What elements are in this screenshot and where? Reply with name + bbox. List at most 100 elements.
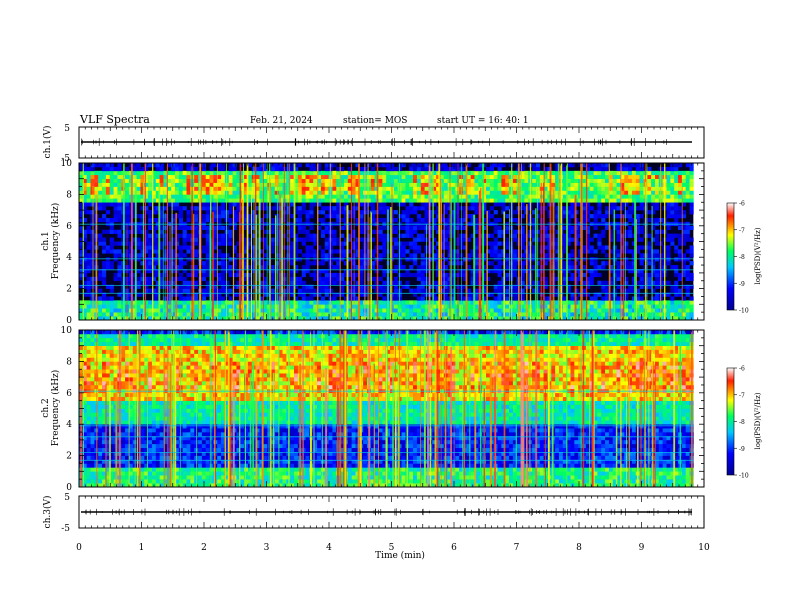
spectrogram-cell [194, 186, 199, 191]
spectrogram-cell [305, 198, 310, 203]
spectrogram-cell [209, 261, 214, 266]
spectrogram-cell [270, 225, 276, 231]
spectrogram-cell [631, 170, 637, 176]
spectrogram-cell [213, 288, 218, 293]
spectrogram-cell [102, 190, 107, 195]
spectrogram-cell [151, 304, 157, 309]
spectrogram-cell [347, 296, 352, 301]
spectrogram-cell [409, 241, 414, 246]
spectrogram-cell [562, 170, 567, 176]
spectrogram-cell [462, 214, 468, 219]
spectrogram-cell [301, 229, 306, 234]
spectrogram-cell [562, 300, 567, 305]
spectrogram-cell [482, 186, 487, 191]
spectrogram-cell [175, 265, 180, 270]
spectrogram-cell [171, 225, 176, 231]
spectrogram-cell [466, 308, 471, 313]
spectrogram-cell [455, 214, 460, 219]
spectrogram-cell [86, 170, 91, 176]
spectrogram-cell [582, 292, 587, 297]
spectrogram-cell [639, 280, 644, 285]
spectrogram-cell [297, 288, 303, 293]
spectrogram-cell [309, 202, 314, 207]
spectrogram-cell [624, 288, 629, 293]
spectrogram-cell [566, 265, 571, 270]
spectrogram-cell [685, 308, 690, 313]
spectrogram-cell [209, 190, 214, 195]
spectrogram-cell [562, 178, 567, 183]
spectrogram-cell [79, 178, 84, 183]
spectrogram-cell [382, 272, 387, 278]
spectrogram-cell [409, 225, 414, 231]
spectrogram-cell [79, 210, 84, 215]
spectrogram-cell [290, 225, 295, 231]
spectrogram-cell [355, 170, 360, 176]
spectrogram-cell [305, 288, 310, 293]
spectrogram-cell [582, 194, 587, 199]
spectrogram-cell [651, 206, 656, 211]
spectrogram-cell [539, 178, 544, 183]
spectrogram-cell [451, 268, 456, 274]
spectrogram-cell [416, 304, 422, 309]
spectrogram-cell [236, 304, 241, 309]
spectrogram-cell [359, 280, 364, 285]
spectrogram-cell [597, 186, 602, 191]
spectrogram-cell [140, 280, 145, 285]
spectrogram-cell [674, 304, 679, 309]
spectrogram-cell [605, 304, 610, 309]
spectrogram-cell [213, 296, 218, 301]
spectrogram-cell [459, 272, 464, 278]
spectrogram-cell [117, 170, 122, 176]
spectrogram-cell [459, 268, 464, 274]
spectrogram-cell [175, 174, 180, 179]
spectrogram-cell [270, 241, 276, 246]
spectrogram-cell [182, 288, 187, 293]
spectrogram-cell [340, 233, 345, 238]
spectrogram-cell [324, 268, 329, 274]
spectrogram-cell [171, 214, 176, 219]
spectrogram-cell [462, 308, 468, 313]
spectrogram-cell [182, 186, 187, 191]
spectrogram-cell [443, 217, 448, 223]
spectrogram-cell [82, 292, 87, 297]
spectrogram-cell [336, 280, 341, 285]
spectrogram-cell [620, 178, 625, 183]
spectrogram-cell [678, 182, 683, 187]
spectrogram-cell [155, 190, 160, 195]
spectrogram-cell [608, 280, 614, 285]
spectrogram-cell [151, 249, 157, 254]
spectrogram-cell [274, 253, 279, 258]
spectrogram-cell [620, 186, 625, 191]
spectrogram-cell [493, 245, 498, 250]
spectrogram-cell [232, 178, 237, 183]
spectrogram-cell [601, 300, 606, 305]
spectrogram-cell [343, 272, 349, 278]
spectrogram-cell [336, 166, 341, 172]
spectrogram-cell [297, 214, 303, 219]
spectrogram-cell [244, 312, 249, 317]
spectrogram-cell [159, 300, 164, 305]
spectrogram-cell [247, 170, 253, 176]
spectrogram-cell [420, 190, 425, 195]
spectrogram-cell [182, 296, 187, 301]
spectrogram-cell [416, 214, 422, 219]
spectrogram-cell [674, 198, 679, 203]
spectrogram-cell [167, 280, 172, 285]
spectrogram-cell [320, 174, 326, 179]
spectrogram-cell [670, 170, 675, 176]
spectrogram-cell [125, 202, 130, 207]
spectrogram-cell [401, 163, 406, 168]
spectrogram-cell [493, 268, 498, 274]
spectrogram-cell [201, 225, 207, 231]
spectrogram-cell [148, 304, 153, 309]
spectrogram-cell [570, 206, 575, 211]
spectrogram-cell [301, 280, 306, 285]
spectrogram-cell [470, 272, 475, 278]
spectrogram-cell [593, 261, 598, 266]
spectrogram-cell [290, 214, 295, 219]
spectrogram-cell [374, 194, 379, 199]
spectrogram-cell [290, 292, 295, 297]
spectrogram-cell [274, 292, 279, 297]
spectrogram-cell [332, 210, 337, 215]
spectrogram-cell [175, 241, 180, 246]
